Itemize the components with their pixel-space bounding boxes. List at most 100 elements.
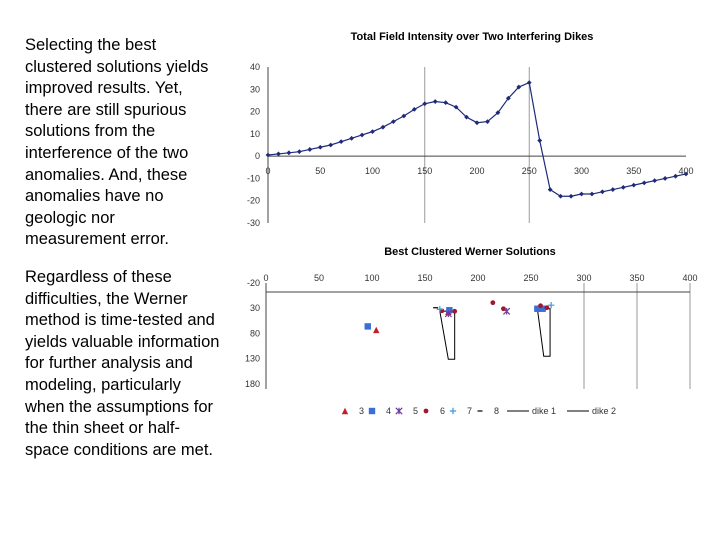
legend-label: dike 1 xyxy=(532,406,556,416)
legend-label: 5 xyxy=(413,406,418,416)
marker-star xyxy=(444,310,452,318)
data-point xyxy=(286,150,292,156)
marker-circle xyxy=(490,300,496,306)
data-point xyxy=(495,110,501,116)
data-point xyxy=(485,119,490,124)
y-tick-label: 130 xyxy=(245,354,260,364)
data-point xyxy=(474,120,480,126)
data-point xyxy=(411,106,417,112)
x-tick-label: 200 xyxy=(470,273,485,283)
data-point xyxy=(296,149,302,155)
y-tick-label: 20 xyxy=(250,107,260,117)
y-tick-label: -20 xyxy=(247,278,260,288)
legend-label: 8 xyxy=(494,406,499,416)
y-tick-label: 80 xyxy=(250,328,260,338)
marker-plus xyxy=(449,407,457,415)
legend-label: 4 xyxy=(386,406,391,416)
data-point xyxy=(600,189,605,195)
x-tick-label: 0 xyxy=(263,273,268,283)
legend-label: 6 xyxy=(440,406,445,416)
marker-plus xyxy=(547,302,555,309)
data-point xyxy=(683,171,689,177)
x-tick-label: 150 xyxy=(417,166,432,176)
data-point xyxy=(579,191,584,197)
marker-plus xyxy=(436,306,444,313)
x-tick-label: 200 xyxy=(469,166,484,176)
data-point xyxy=(443,100,449,106)
data-point xyxy=(422,101,428,107)
marker-triangle xyxy=(341,407,349,415)
marker-circle xyxy=(452,308,458,314)
x-tick-label: 250 xyxy=(523,273,538,283)
marker-star xyxy=(395,407,403,415)
x-tick-label: 50 xyxy=(314,273,324,283)
legend-label: 3 xyxy=(359,406,364,416)
x-tick-label: 100 xyxy=(365,166,380,176)
x-tick-label: 350 xyxy=(626,166,641,176)
data-point xyxy=(673,173,678,179)
data-point xyxy=(558,193,563,199)
data-point xyxy=(401,113,407,119)
data-point xyxy=(349,135,354,141)
data-point xyxy=(328,142,334,148)
x-tick-label: 300 xyxy=(574,166,589,176)
data-point xyxy=(380,124,386,130)
x-tick-label: 150 xyxy=(417,273,432,283)
data-point xyxy=(526,80,532,85)
y-tick-label: 40 xyxy=(250,62,260,72)
data-point xyxy=(265,152,271,158)
y-tick-label: 30 xyxy=(250,303,260,313)
total-field-chart: Total Field Intensity over Two Interferi… xyxy=(247,31,694,228)
y-tick-label: 180 xyxy=(245,379,260,389)
marker-circle xyxy=(544,305,550,311)
left-text-block: Selecting the best clustered solutions y… xyxy=(25,35,220,477)
data-point xyxy=(620,184,626,190)
marker-square xyxy=(534,305,541,312)
data-point xyxy=(589,191,595,197)
data-point xyxy=(547,187,553,192)
marker-square xyxy=(368,407,376,415)
data-point xyxy=(453,104,459,110)
data-point xyxy=(338,139,344,145)
x-tick-label: 400 xyxy=(678,166,693,176)
data-point xyxy=(516,84,522,90)
legend-label: 7 xyxy=(467,406,472,416)
data-point xyxy=(359,132,365,138)
dike-outline xyxy=(536,308,551,357)
data-point xyxy=(537,138,543,143)
data-point xyxy=(432,99,438,104)
marker-circle xyxy=(423,408,429,414)
x-tick-label: 300 xyxy=(576,273,591,283)
marker-square xyxy=(446,307,453,314)
x-tick-label: 250 xyxy=(522,166,537,176)
data-point xyxy=(652,178,658,184)
x-tick-label: 0 xyxy=(265,166,270,176)
y-tick-label: -30 xyxy=(247,218,260,228)
data-point xyxy=(610,187,616,192)
y-tick-label: -10 xyxy=(247,173,260,183)
data-point xyxy=(662,176,668,181)
data-point xyxy=(370,129,375,135)
marker-circle xyxy=(538,303,543,309)
paragraph-2: Regardless of these difficulties, the We… xyxy=(25,267,220,459)
werner-solutions-chart: Best Clustered Werner Solutions-20308013… xyxy=(245,246,698,416)
y-tick-label: 0 xyxy=(255,151,260,161)
x-tick-label: 50 xyxy=(315,166,325,176)
data-point xyxy=(568,193,574,199)
y-tick-label: 10 xyxy=(250,129,260,139)
data-point xyxy=(391,119,396,124)
x-tick-label: 400 xyxy=(682,273,697,283)
marker-circle xyxy=(501,306,506,312)
x-tick-label: 350 xyxy=(629,273,644,283)
data-point xyxy=(505,95,511,101)
series-line xyxy=(267,81,687,197)
y-tick-label: -20 xyxy=(247,196,260,206)
data-point xyxy=(641,180,647,186)
dike-outline xyxy=(439,310,456,360)
data-point xyxy=(276,151,281,157)
data-point xyxy=(464,114,469,120)
data-point xyxy=(317,144,323,150)
data-point xyxy=(307,147,313,152)
chart-title: Best Clustered Werner Solutions xyxy=(384,246,556,258)
